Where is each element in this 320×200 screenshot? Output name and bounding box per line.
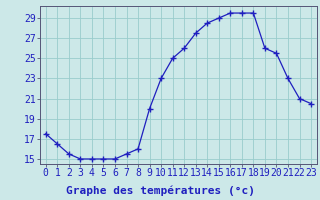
Text: Graphe des températures (°c): Graphe des températures (°c) [66,186,254,196]
